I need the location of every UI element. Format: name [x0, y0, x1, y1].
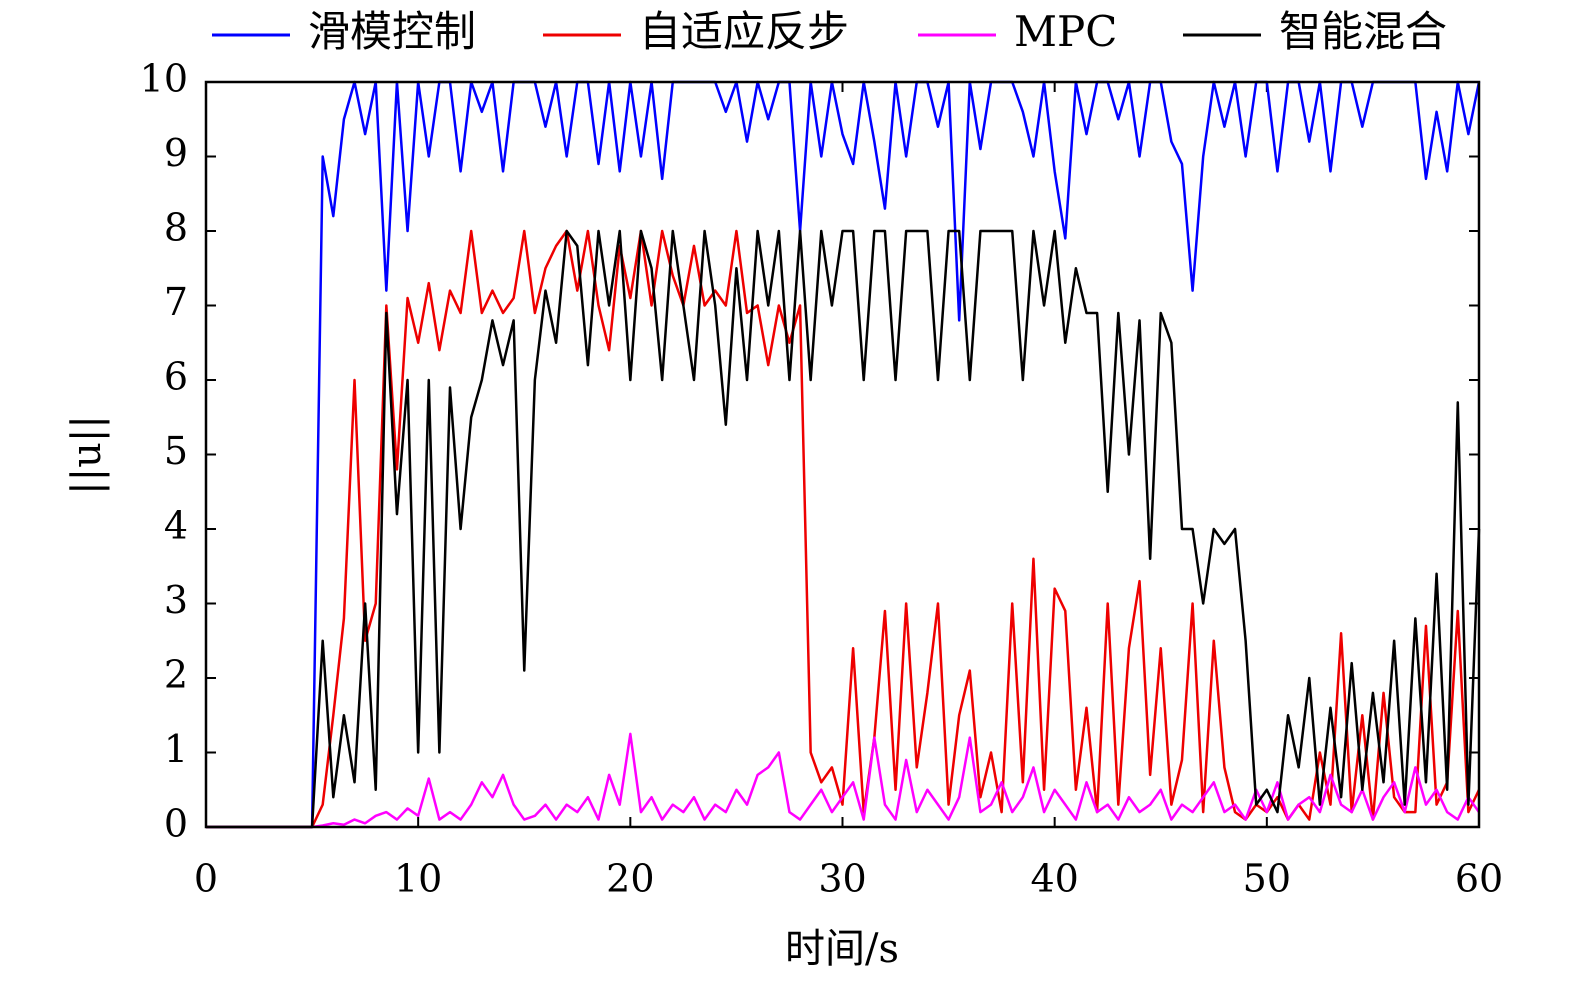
- y-tick-label: 4: [164, 504, 188, 548]
- x-axis-label: 时间/s: [785, 926, 899, 972]
- y-tick-label: 6: [164, 355, 188, 399]
- plot-frame: [204, 80, 1481, 829]
- series-line: [206, 732, 1481, 829]
- x-tick-label: 0: [194, 857, 218, 901]
- y-axis-label: ||u||: [64, 415, 110, 495]
- y-tick-label: 5: [164, 429, 188, 473]
- legend-label: 自适应反步: [639, 7, 849, 56]
- series-line: [206, 229, 1481, 829]
- x-tick-label: 40: [1030, 857, 1078, 901]
- series-line: [206, 229, 1481, 829]
- y-tick-label: 9: [164, 131, 188, 175]
- x-tick-label: 50: [1243, 857, 1291, 901]
- y-tick-label: 1: [164, 727, 188, 771]
- legend-label: MPC: [1014, 7, 1117, 56]
- x-tick-label: 30: [818, 857, 866, 901]
- x-tick-label: 60: [1455, 857, 1503, 901]
- legend-label: 智能混合: [1279, 7, 1447, 56]
- y-tick-label: 3: [164, 578, 188, 622]
- y-tick-label: 8: [164, 206, 188, 250]
- x-tick-label: 20: [606, 857, 654, 901]
- y-tick-label: 10: [140, 57, 188, 101]
- legend-label: 滑模控制: [308, 7, 476, 56]
- y-tick-label: 2: [164, 653, 188, 697]
- y-tick-label: 7: [164, 280, 188, 324]
- y-tick-label: 0: [164, 802, 188, 846]
- x-tick-label: 10: [394, 857, 442, 901]
